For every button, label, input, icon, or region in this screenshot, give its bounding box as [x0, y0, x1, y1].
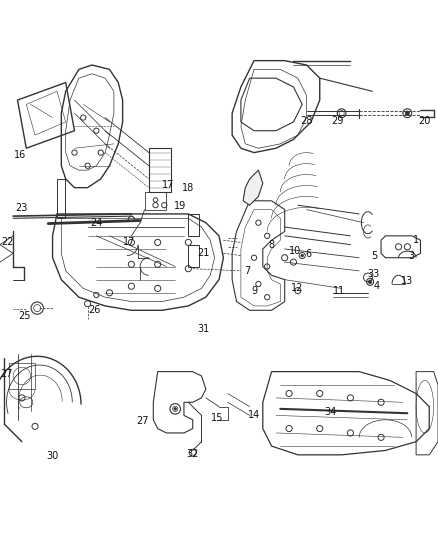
- Text: 30: 30: [46, 451, 59, 461]
- Text: 8: 8: [268, 240, 275, 251]
- Text: 3: 3: [409, 251, 415, 261]
- Bar: [145, 192, 166, 209]
- Bar: [188, 214, 199, 236]
- Circle shape: [368, 280, 372, 284]
- Text: 15: 15: [211, 413, 223, 423]
- Text: 11: 11: [333, 286, 346, 296]
- Text: 28: 28: [300, 116, 313, 126]
- Text: 9: 9: [251, 286, 257, 296]
- Text: 31: 31: [198, 324, 210, 334]
- Text: 24: 24: [90, 217, 102, 228]
- Bar: [57, 179, 65, 219]
- Text: 17: 17: [123, 237, 135, 247]
- Text: 6: 6: [306, 249, 312, 259]
- Text: 17: 17: [162, 181, 175, 190]
- Text: 34: 34: [325, 407, 337, 417]
- Text: 33: 33: [367, 269, 379, 279]
- Text: 19: 19: [173, 201, 186, 211]
- Text: 21: 21: [198, 248, 210, 259]
- Text: 7: 7: [244, 266, 251, 276]
- Text: 12: 12: [291, 284, 303, 293]
- Text: 4: 4: [374, 281, 380, 291]
- Circle shape: [301, 254, 304, 257]
- Text: 27: 27: [0, 369, 12, 379]
- Text: 32: 32: [187, 449, 199, 459]
- Text: 10: 10: [289, 246, 301, 256]
- Circle shape: [405, 111, 410, 115]
- Text: 18: 18: [182, 183, 194, 192]
- Text: 23: 23: [16, 203, 28, 213]
- Text: 1: 1: [413, 235, 419, 245]
- Text: 5: 5: [371, 251, 378, 261]
- Text: 13: 13: [401, 276, 413, 286]
- Text: 26: 26: [88, 305, 100, 316]
- Bar: [149, 148, 171, 192]
- Polygon shape: [243, 170, 263, 205]
- Bar: [188, 245, 199, 266]
- Text: 25: 25: [18, 311, 30, 320]
- Text: 27: 27: [136, 416, 148, 426]
- Text: 14: 14: [248, 410, 260, 421]
- Text: 29: 29: [331, 116, 343, 126]
- Text: 22: 22: [2, 237, 14, 247]
- Text: 20: 20: [419, 116, 431, 126]
- Circle shape: [174, 408, 177, 410]
- Text: 16: 16: [14, 150, 26, 160]
